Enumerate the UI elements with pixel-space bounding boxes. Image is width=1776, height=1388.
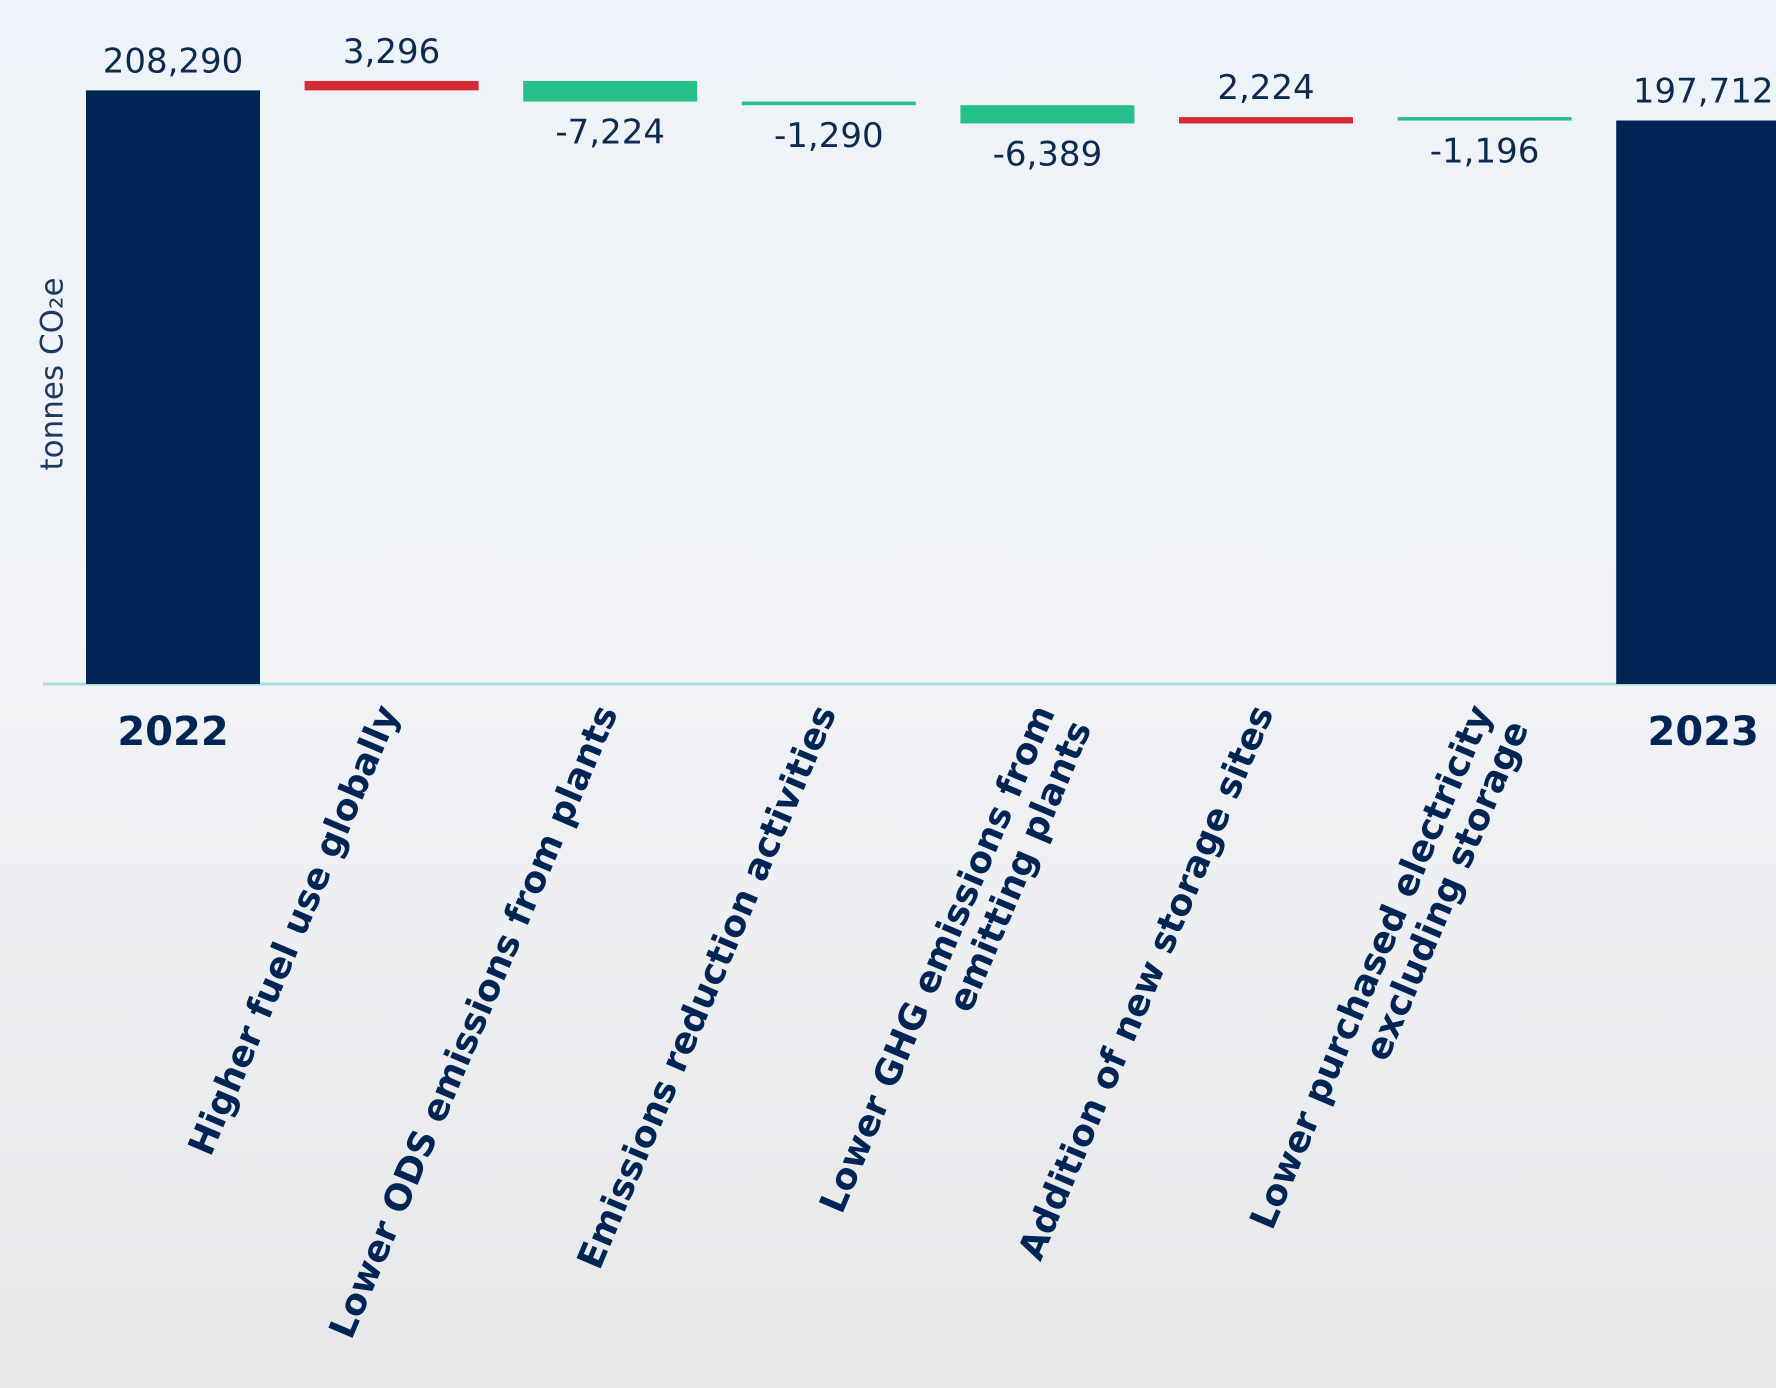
x-tick-label-line: Emissions reduction activities xyxy=(570,699,845,1274)
value-label: -1,290 xyxy=(774,116,884,156)
x-tick-label-line: Lower purchased electricity xyxy=(1243,699,1501,1235)
x-tick-label-line: Higher fuel use globally xyxy=(181,699,408,1161)
value-label: -6,389 xyxy=(993,134,1103,174)
y-axis-label: tonnes CO₂e xyxy=(35,277,71,470)
x-tick-label: Emissions reduction activities xyxy=(570,699,845,1274)
x-tick-label: Lower purchased electricityexcluding sto… xyxy=(1243,699,1538,1250)
decrease-bar xyxy=(1397,117,1572,121)
x-tick-label: Higher fuel use globally xyxy=(181,699,408,1161)
value-label: 3,296 xyxy=(343,32,440,72)
x-tick-label-line: Lower GHG emissions from xyxy=(812,699,1063,1218)
increase-bar xyxy=(1179,117,1353,124)
value-label: 208,290 xyxy=(103,41,244,81)
value-label: -7,224 xyxy=(555,113,665,153)
decrease-bar xyxy=(523,80,698,102)
total-bar xyxy=(1616,120,1776,684)
increase-bar xyxy=(304,80,479,91)
x-tick-label: 2022 xyxy=(117,709,228,755)
value-label: 197,712 xyxy=(1633,72,1774,112)
value-label: -1,196 xyxy=(1430,132,1540,172)
value-label: 2,224 xyxy=(1217,68,1314,108)
decrease-bar xyxy=(741,101,916,106)
x-tick-label: 2023 xyxy=(1648,709,1759,755)
decrease-bar xyxy=(960,105,1135,124)
total-bar xyxy=(86,90,260,685)
